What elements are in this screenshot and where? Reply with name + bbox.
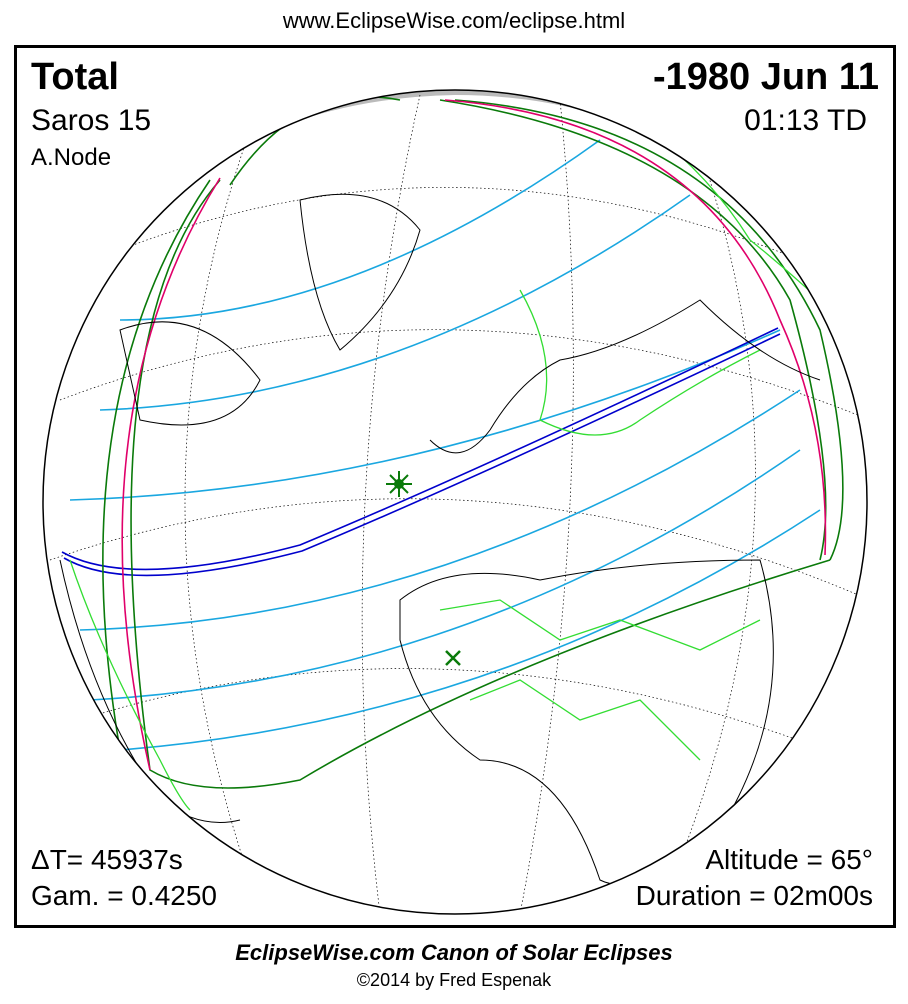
sun-altitude: Altitude = 65°: [705, 844, 873, 875]
central-path: [61, 327, 781, 577]
globe-map: [42, 89, 868, 915]
copyright: ©2014 by Fred Espenak: [356, 970, 552, 990]
saros-number: Saros 15: [31, 104, 152, 137]
lunar-node: A.Node: [31, 144, 112, 171]
eclipse-date: -1980 Jun 11: [652, 56, 879, 98]
graticule: [49, 94, 867, 914]
rise-set-curves: [121, 99, 827, 771]
globe-outline: [42, 89, 868, 915]
globe: [43, 90, 867, 914]
eclipse-time: 01:13 TD: [744, 104, 867, 137]
night-terminator-inner: [150, 99, 830, 310]
delta-t: ΔT= 45937s: [31, 844, 183, 875]
partial-eclipse-lines: [69, 139, 821, 751]
eclipse-map-frame: Total -1980 Jun 11 Saros 15 01:13 TD A.N…: [14, 45, 896, 928]
central-duration: Duration = 02m00s: [635, 880, 873, 911]
canon-title: EclipseWise.com Canon of Solar Eclipses: [235, 940, 673, 965]
eclipse-type: Total: [31, 56, 119, 98]
header-url: www.EclipseWise.com/eclipse.html: [282, 8, 626, 33]
gamma: Gam. = 0.4250: [31, 880, 218, 911]
greatest-duration-marker: [445, 650, 461, 666]
